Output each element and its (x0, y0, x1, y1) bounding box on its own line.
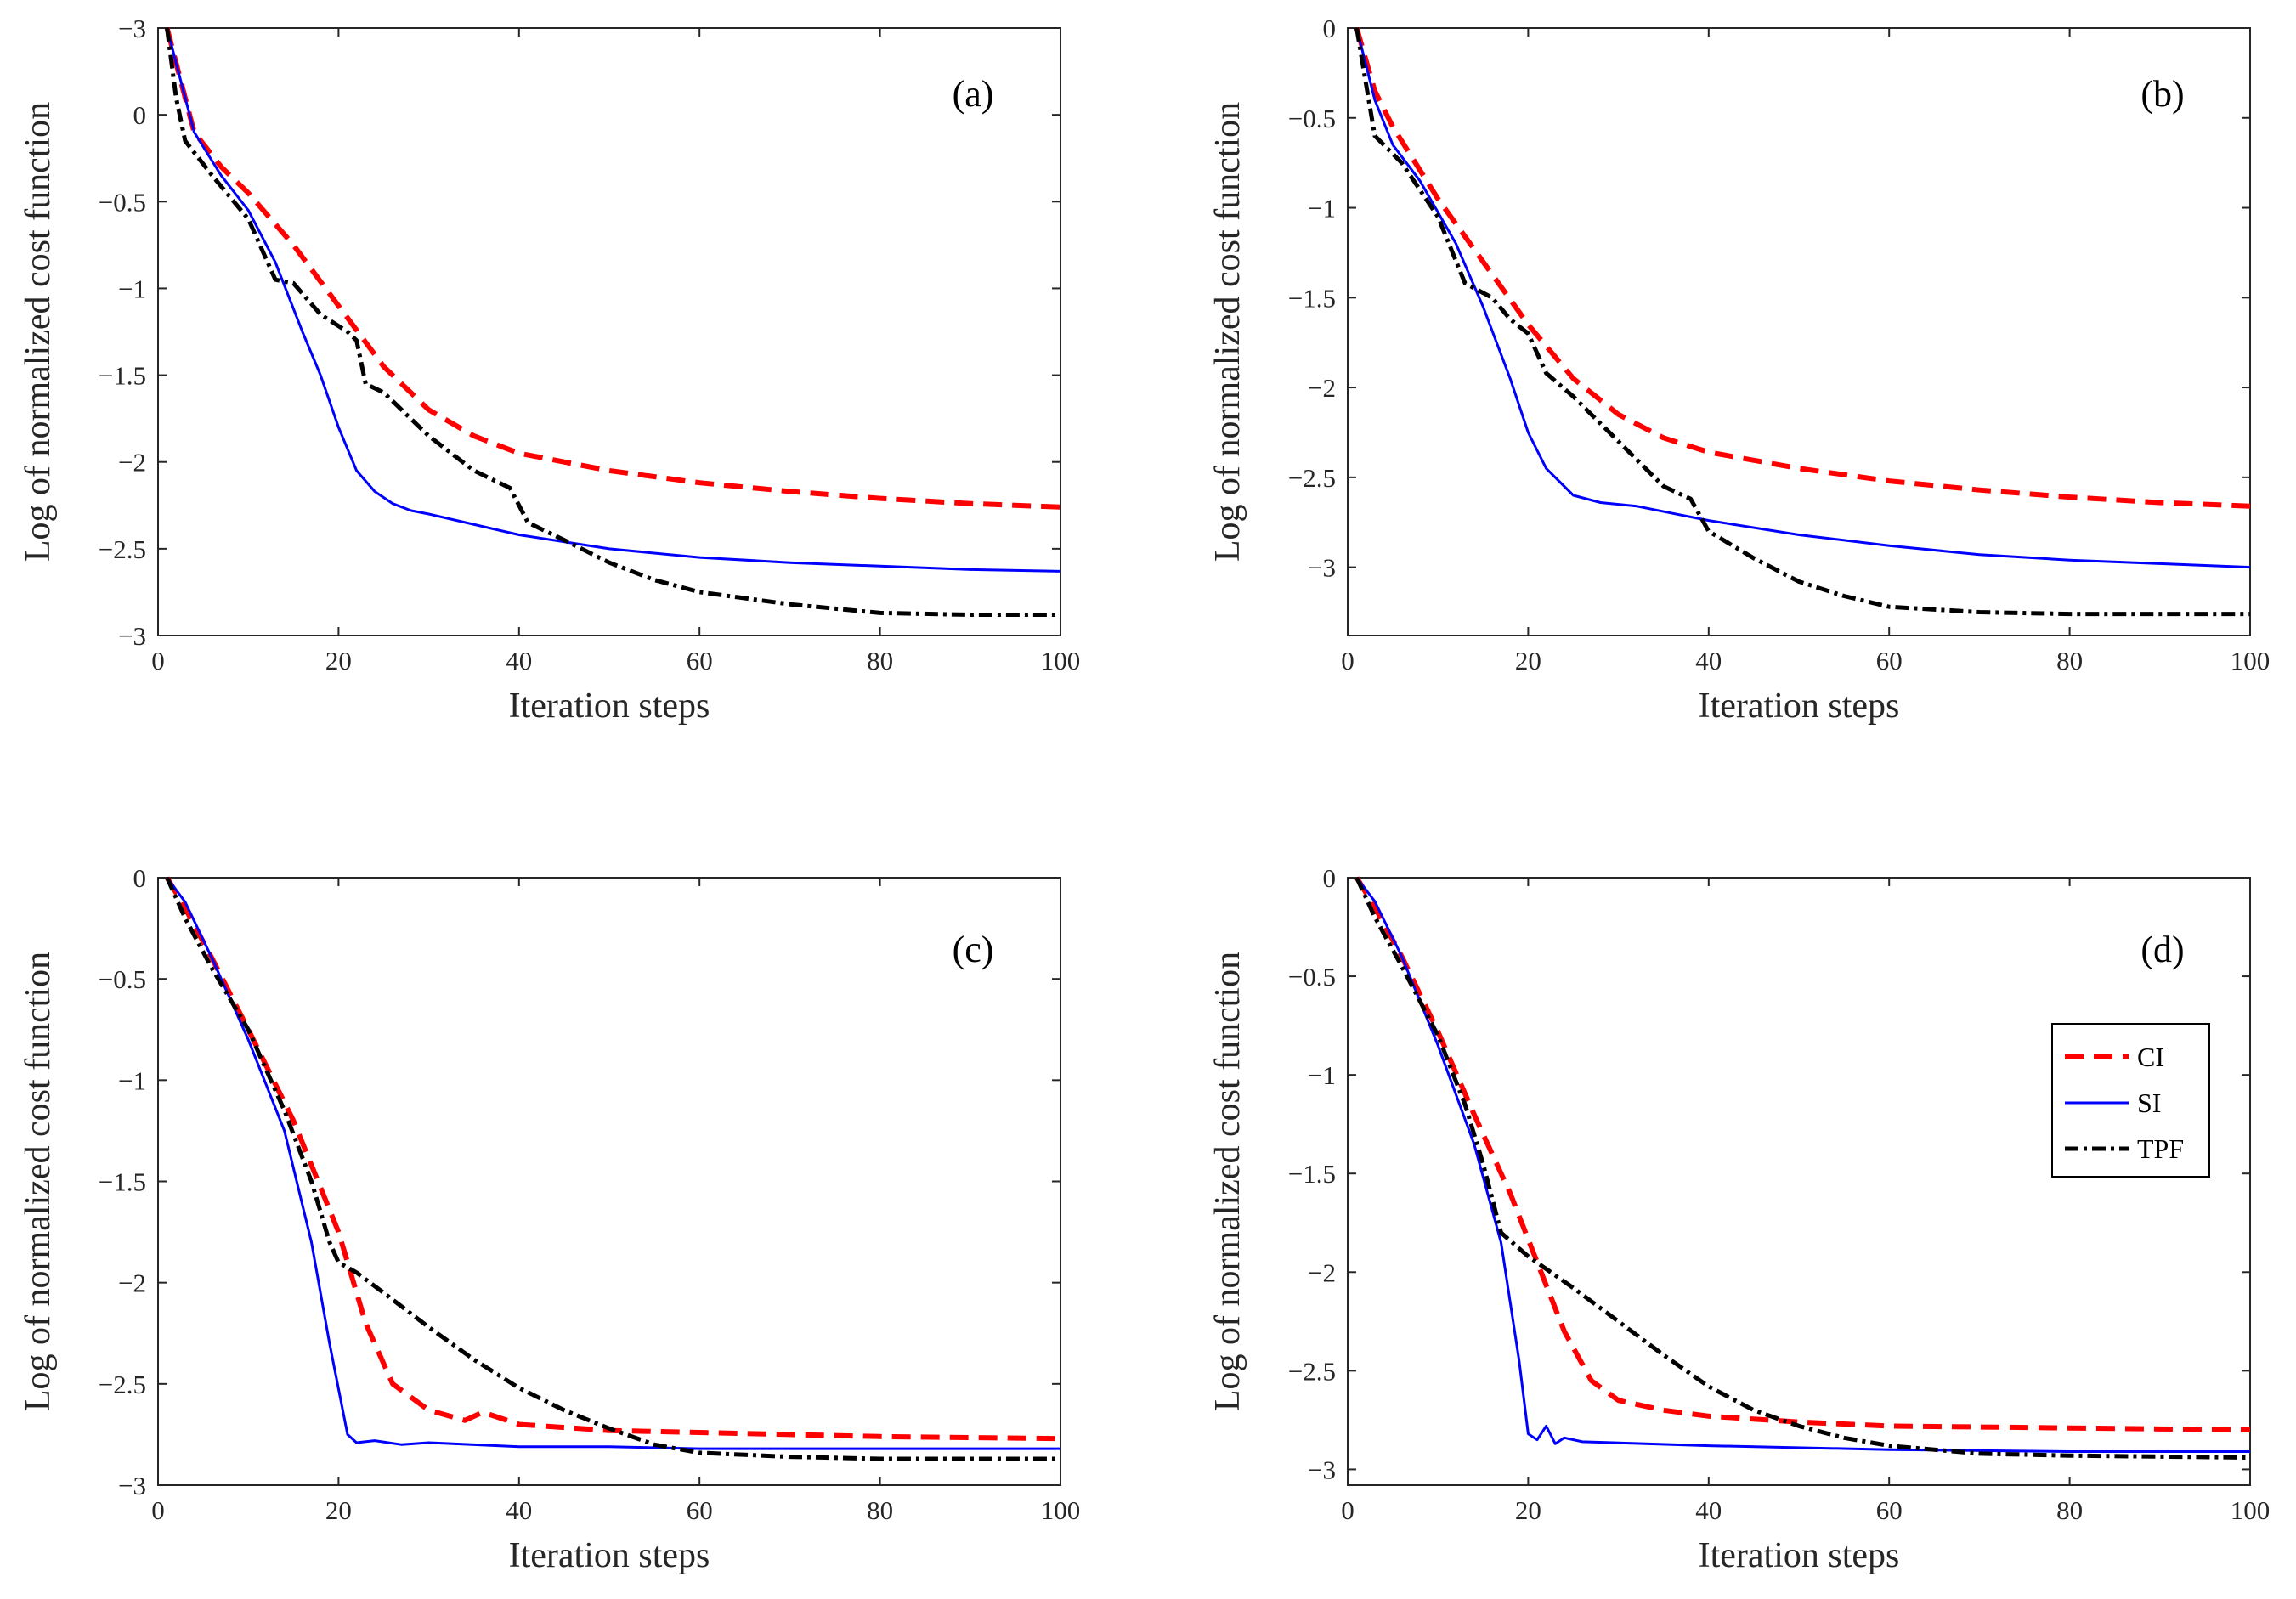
x-tick-label: 60 (1876, 646, 1903, 675)
series-line-tpf (165, 876, 1060, 1461)
x-axis-label: Iteration steps (509, 1536, 710, 1575)
x-tick-label: 20 (1515, 646, 1541, 675)
series-line-si (166, 877, 1060, 1450)
y-tick-label: −3 (118, 1471, 146, 1500)
y-tick-label: −1.5 (99, 1167, 146, 1197)
legend-label-ci: CI (2137, 1042, 2164, 1072)
x-tick-label: 20 (325, 646, 352, 675)
series-line-si (1355, 27, 2251, 569)
x-tick-label: 100 (1041, 1495, 1081, 1525)
plot-area-c (157, 877, 1061, 1486)
y-tick-label: −1 (1308, 194, 1336, 223)
plot-area-d (1347, 877, 2251, 1486)
x-tick-label: 100 (2231, 1495, 2271, 1525)
x-tick-label: 0 (151, 646, 165, 675)
y-tick-label: −1.5 (99, 361, 146, 391)
x-tick-label: 40 (1695, 646, 1722, 675)
x-tick-label: 100 (2231, 646, 2271, 675)
y-tick-label: −3 (1308, 1455, 1336, 1484)
x-tick-label: 40 (506, 646, 532, 675)
panel-c: 0 20 40 60 80 100 −3 −2.5 −2 −1.5 −1 −0.5 0 Iteration… (19, 863, 1080, 1575)
y-tick-label: 0 (133, 863, 147, 893)
x-axis-label: Iteration steps (1699, 686, 1900, 726)
y-tick-label: −2.5 (1288, 1356, 1336, 1386)
x-tick-label: 80 (2056, 646, 2083, 675)
y-tick-label: −0.5 (1288, 104, 1336, 133)
y-tick-label: 0 (133, 100, 147, 130)
y-tick-label: −2.5 (99, 534, 146, 564)
series-line-ci (165, 876, 1061, 1442)
y-tick-label: −0.5 (1288, 962, 1336, 992)
y-tick-label: −2 (1308, 373, 1336, 403)
panel-a: 0 20 40 60 80 100−3−2.5−2−1.5−1−0.50−3Iterati… (19, 14, 1080, 726)
panel-tag-d: (d) (2140, 929, 2184, 970)
y-tick-label: −1 (118, 274, 146, 303)
legend-label-si: SI (2137, 1088, 2161, 1118)
x-tick-label: 40 (506, 1495, 532, 1525)
y-tick-label: −1.5 (1288, 283, 1336, 313)
series-line-tpf (1354, 876, 2251, 1460)
y-axis-label: Log of normalized cost function (19, 102, 58, 562)
x-axis-label: Iteration steps (509, 686, 710, 726)
series-line-ci (164, 27, 1061, 510)
y-tick-label: −2 (118, 1268, 146, 1298)
series-line-si (166, 27, 1061, 573)
y-tick-label: −1.5 (1288, 1159, 1336, 1189)
y-tick-label: −1 (118, 1065, 146, 1095)
x-tick-label: 0 (1341, 646, 1354, 675)
y-tick-label: −3 (118, 14, 146, 43)
x-axis-label: Iteration steps (1699, 1536, 1900, 1575)
plot-area-a (157, 27, 1061, 636)
x-tick-label: 80 (2056, 1495, 2083, 1525)
y-tick-label: −0.5 (99, 187, 146, 217)
x-tick-label: 20 (325, 1495, 352, 1525)
x-tick-label: 60 (1876, 1495, 1903, 1525)
series-line-tpf (165, 27, 1060, 617)
panel-b: 0 20 40 60 80 100 −3 −2.5 −2 −1.5 −1 −0.5 0 Iteration… (1208, 14, 2270, 726)
x-tick-label: 20 (1515, 1495, 1541, 1525)
y-tick-label: −2.5 (99, 1370, 146, 1399)
y-tick-label: −2.5 (1288, 463, 1336, 493)
x-tick-label: 0 (1341, 1495, 1354, 1525)
y-axis-label: Log of normalized cost function (19, 952, 58, 1411)
x-tick-label: 100 (1041, 646, 1081, 675)
panel-tag-b: (b) (2140, 73, 2184, 115)
series-line-ci (1354, 876, 2251, 1432)
y-tick-label: 0 (1323, 863, 1337, 893)
legend-box (2051, 1023, 2210, 1178)
y-tick-label: 0 (1323, 14, 1337, 43)
y-tick-label: −2 (1308, 1257, 1336, 1287)
x-tick-label: 40 (1695, 1495, 1722, 1525)
x-tick-label: 0 (151, 1495, 165, 1525)
y-tick-label: −1 (1308, 1060, 1336, 1090)
y-tick-label: −3 (1308, 553, 1336, 583)
y-tick-label: −3 (118, 621, 146, 651)
y-tick-label: −0.5 (99, 964, 146, 994)
plot-area-b (1347, 27, 2251, 636)
panel-d: 0 20 40 60 80 100 −3 −2.5 −2 −1.5 −1 −0.5 0 Iteration… (1208, 863, 2270, 1575)
x-tick-label: 80 (867, 646, 893, 675)
series-line-si (1355, 877, 2250, 1453)
legend-label-tpf: TPF (2137, 1133, 2184, 1164)
x-tick-label: 80 (867, 1495, 893, 1525)
y-tick-label: −2 (118, 448, 146, 477)
series-line-ci (1354, 27, 2251, 509)
x-tick-label: 60 (687, 1495, 713, 1525)
y-axis-label: Log of normalized cost function (1208, 102, 1247, 562)
panel-tag-a: (a) (953, 73, 994, 115)
y-axis-label: Log of normalized cost function (1208, 952, 1247, 1411)
panel-tag-c: (c) (953, 929, 994, 970)
x-tick-label: 60 (687, 646, 713, 675)
legend: CI SI TPF (2051, 1023, 2210, 1178)
